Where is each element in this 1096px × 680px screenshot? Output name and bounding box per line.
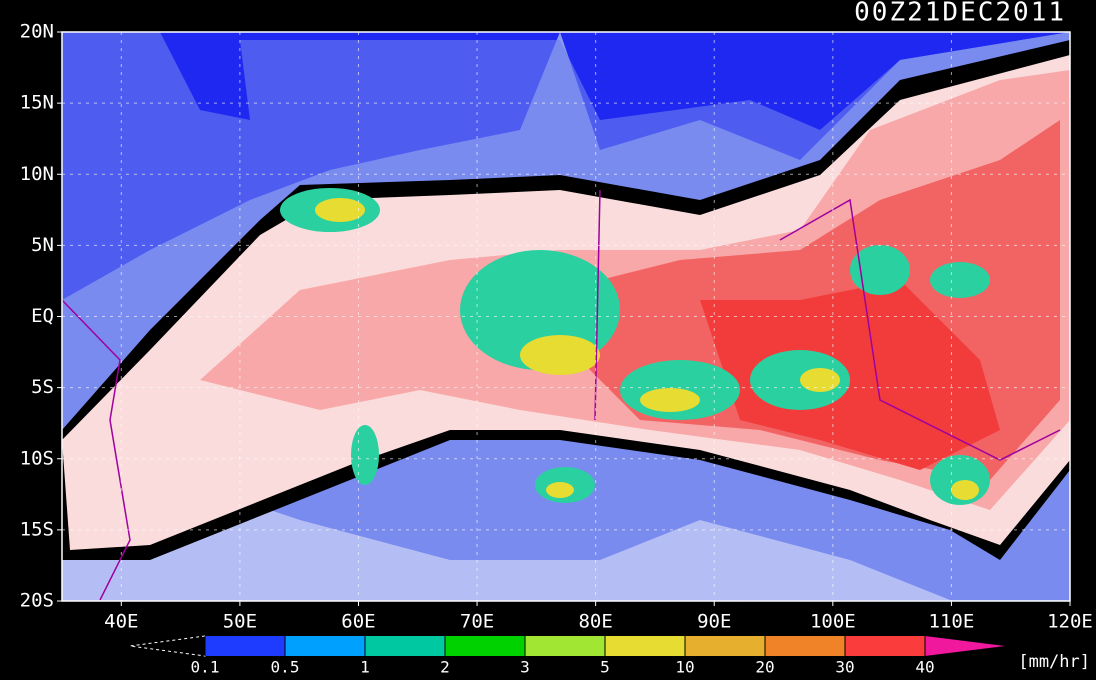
lon-label: 90E: [697, 611, 731, 633]
colorbar-swatch: [445, 636, 525, 656]
colorbar-swatch: [845, 636, 925, 656]
axis-labels: 20N 15N 10N 5N EQ 5S 10S 15S 20S 40E 50E 60E 70E 80E 9…: [20, 21, 1093, 633]
lon-label: 60E: [341, 611, 375, 633]
lat-label: 15N: [20, 92, 54, 114]
lon-label: 120E: [1047, 611, 1093, 633]
colorbar-swatch: [765, 636, 845, 656]
lon-label: 80E: [578, 611, 612, 633]
colorbar-swatch: [365, 636, 445, 656]
colorbar-label: 30: [835, 658, 854, 677]
lat-label: 10S: [20, 447, 54, 469]
colorbar-label: 1: [360, 658, 370, 677]
colorbar-label: 10: [675, 658, 694, 677]
colorbar-label: 0.5: [271, 658, 300, 677]
lon-label: 100E: [810, 611, 856, 633]
colorbar-swatch: [205, 636, 285, 656]
lat-label: 5S: [31, 376, 54, 398]
lat-label: 20N: [20, 21, 54, 43]
lat-label: 10N: [20, 163, 54, 185]
colorbar-swatch: [285, 636, 365, 656]
colorbar-unit: [mm/hr]: [1018, 652, 1090, 672]
colorbar-label: 20: [755, 658, 774, 677]
colorbar-swatch: [685, 636, 765, 656]
lat-label: 5N: [31, 234, 54, 256]
graticule: [62, 32, 1070, 601]
lon-label: 50E: [223, 611, 257, 633]
colorbar-swatch: [525, 636, 605, 656]
lat-label: 15S: [20, 518, 54, 540]
colorbar-swatch: [605, 636, 685, 656]
colorbar: 0.1 0.5 1 2 3 5 10 20 30 40: [129, 635, 1005, 677]
lon-label: 110E: [929, 611, 975, 633]
lon-label: 70E: [460, 611, 494, 633]
timestamp: 00Z21DEC2011: [854, 0, 1066, 28]
colorbar-label: 3: [520, 658, 530, 677]
colorbar-label: 0.1: [191, 658, 220, 677]
colorbar-label: 2: [440, 658, 450, 677]
lat-label: EQ: [31, 305, 54, 327]
colorbar-over-arrow: [925, 636, 1005, 656]
colorbar-label: 40: [915, 658, 934, 677]
colorbar-label: 5: [600, 658, 610, 677]
lon-label: 40E: [104, 611, 138, 633]
lat-label: 20S: [20, 590, 54, 612]
colorbar-under-arrow: [129, 635, 206, 657]
